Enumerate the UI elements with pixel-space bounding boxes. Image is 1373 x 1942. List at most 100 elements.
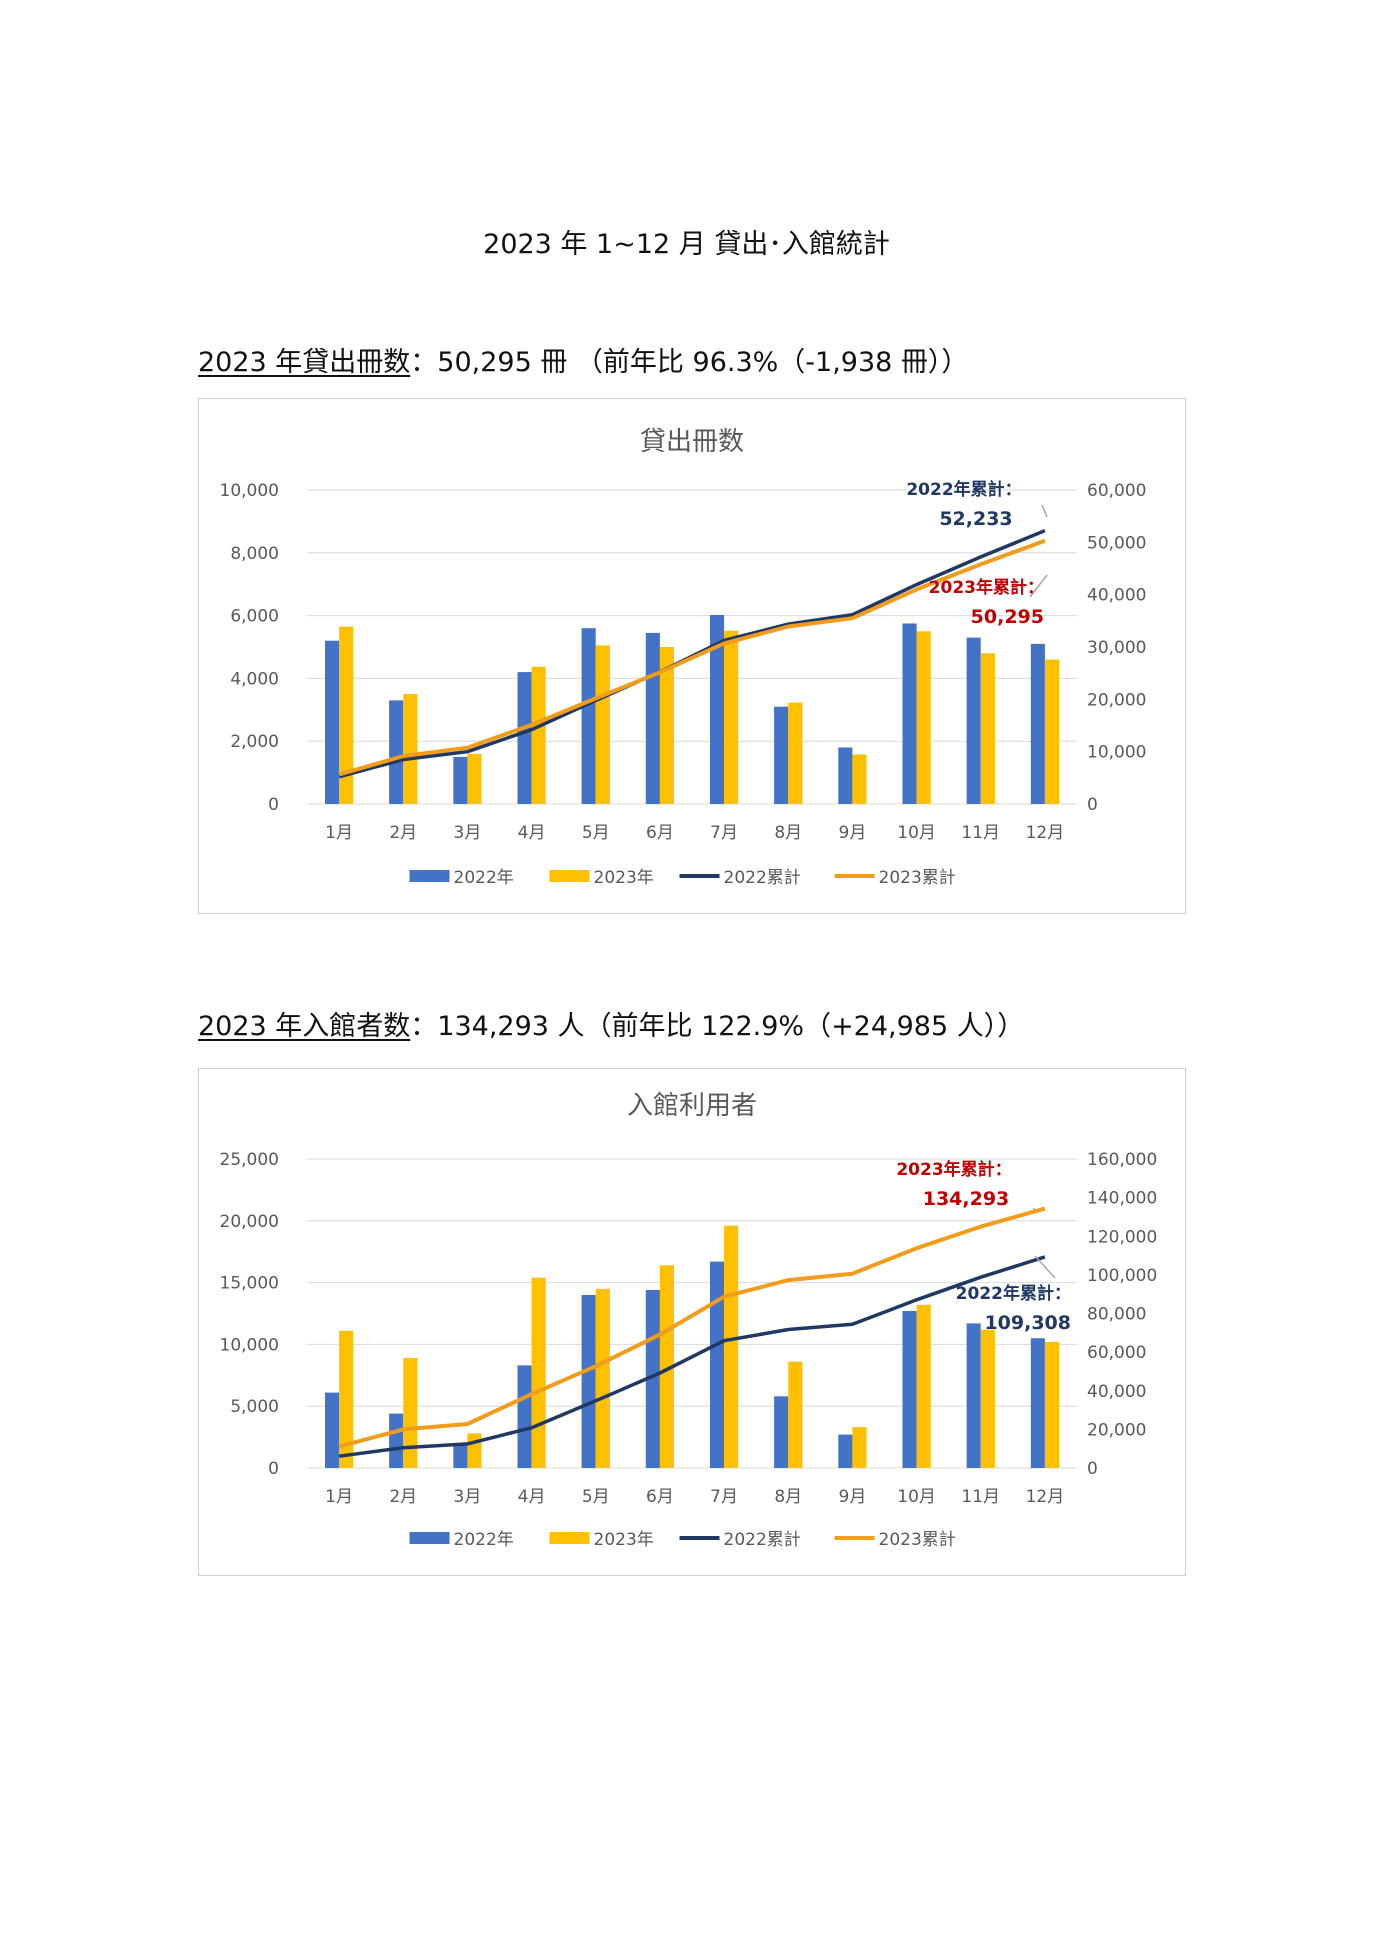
bar-2022年-1月: [325, 1392, 340, 1468]
x-tick: 8月: [774, 823, 802, 843]
x-tick: 9月: [839, 823, 867, 843]
legend-swatch-2022年: [409, 1532, 450, 1544]
bar-2022年-2月: [389, 1413, 404, 1468]
visitors-heading-summary: ：134,293 人（前年比 122.9%（+24,985 人））: [410, 1011, 1025, 1042]
bar-2023年-5月: [595, 645, 610, 804]
y-tick-left: 25,000: [220, 1150, 279, 1170]
bar-2023年-11月: [980, 1329, 995, 1468]
bar-2023年-10月: [916, 1304, 931, 1468]
y-tick-left: 8,000: [230, 544, 279, 564]
y-tick-left: 10,000: [220, 1335, 279, 1355]
line-2023累計: [338, 1206, 1046, 1449]
bar-2023年-9月: [852, 754, 867, 804]
bar-2023年-4月: [531, 666, 546, 804]
bar-2023年-11月: [980, 653, 995, 804]
y-tick-right: 50,000: [1087, 533, 1146, 553]
x-tick: 12月: [1026, 823, 1065, 843]
bar-2022年-6月: [645, 632, 660, 804]
annotation-value: 134,293: [923, 1188, 1010, 1210]
x-tick: 5月: [582, 1487, 610, 1507]
chart-title: 入館利用者: [627, 1091, 757, 1121]
x-tick: 1月: [325, 823, 353, 843]
annotation-label: 2023年累計：: [896, 1159, 1011, 1180]
x-tick: 8月: [774, 1487, 802, 1507]
bar-2022年-3月: [453, 1443, 468, 1468]
bar-2022年-5月: [581, 1295, 596, 1468]
bar-2022年-12月: [1030, 643, 1045, 804]
bar-2023年-4月: [531, 1277, 546, 1468]
bar-2022年-4月: [517, 672, 532, 804]
annotation-label: 2022年累計：: [956, 1283, 1071, 1304]
x-tick: 11月: [961, 1487, 1000, 1507]
bar-2023年-2月: [403, 1358, 418, 1468]
y-tick-left: 6,000: [230, 607, 279, 627]
x-tick: 6月: [646, 823, 674, 843]
bar-2023年-8月: [788, 1361, 803, 1468]
bar-2023年-7月: [724, 630, 739, 804]
bar-2022年-8月: [774, 706, 789, 804]
bar-2023年-5月: [595, 1288, 610, 1468]
bar-2022年-11月: [966, 1323, 981, 1468]
y-tick-right: 40,000: [1087, 1382, 1146, 1402]
y-tick-right: 120,000: [1087, 1227, 1157, 1247]
y-tick-left: 15,000: [220, 1274, 279, 1294]
legend-label: 2023年: [594, 1530, 654, 1550]
x-tick: 1月: [325, 1487, 353, 1507]
y-tick-right: 40,000: [1087, 586, 1146, 606]
y-tick-right: 20,000: [1087, 1420, 1146, 1440]
bar-2023年-1月: [339, 1330, 354, 1468]
bar-2022年-3月: [453, 756, 468, 804]
x-tick: 10月: [897, 823, 936, 843]
legend-label: 2023年: [594, 868, 654, 888]
bar-2022年-12月: [1030, 1338, 1045, 1468]
loans-heading: 2023 年貸出冊数：50,295 冊 （前年比 96.3%（-1,938 冊）…: [198, 340, 968, 379]
legend-swatch-2022年: [409, 870, 450, 882]
x-tick: 11月: [961, 823, 1000, 843]
bar-2023年-12月: [1044, 659, 1059, 804]
loans-chart-frame: 貸出冊数 0 2,000 4,000 6,000 8,000 10,000 0 10,000 20…: [198, 398, 1186, 914]
x-tick: 4月: [518, 1487, 546, 1507]
y-tick-left: 5,000: [230, 1397, 279, 1417]
bar-2022年-5月: [581, 628, 596, 804]
x-tick: 2月: [389, 823, 417, 843]
loans-chart: 貸出冊数 0 2,000 4,000 6,000 8,000 10,000 0 10,000 20…: [220, 427, 1147, 888]
page-title: 2023 年 1~12 月 貸出･入館統計: [483, 229, 890, 260]
annotation-leader: [1041, 504, 1048, 518]
bar-2023年-2月: [403, 694, 418, 804]
annotation-value: 50,295: [971, 606, 1044, 628]
bar-2023年-3月: [467, 1433, 482, 1468]
bar-2022年-1月: [325, 640, 340, 804]
legend-swatch-2023年: [549, 1532, 590, 1544]
legend-swatch-2023年: [549, 870, 590, 882]
bar-2022年-2月: [389, 700, 404, 804]
line-2022累計: [338, 528, 1046, 779]
y-tick-left: 4,000: [230, 669, 279, 689]
y-tick-right: 0: [1087, 1459, 1098, 1479]
x-tick: 12月: [1026, 1487, 1065, 1507]
annotation-leader: [1034, 1255, 1056, 1279]
legend-label: 2022年: [454, 868, 514, 888]
line-2022累計: [338, 1255, 1046, 1458]
annotation-value: 52,233: [939, 508, 1012, 530]
bar-2022年-4月: [517, 1365, 532, 1468]
y-tick-right: 80,000: [1087, 1305, 1146, 1325]
annotation-label: 2023年累計：: [929, 577, 1044, 598]
x-tick: 6月: [646, 1487, 674, 1507]
legend-label: 2022累計: [724, 868, 801, 888]
x-tick: 4月: [518, 823, 546, 843]
x-tick: 3月: [454, 1487, 482, 1507]
bar-2022年-7月: [710, 1261, 725, 1468]
annotation-leader: [1029, 574, 1048, 598]
loans-heading-summary: ：50,295 冊 （前年比 96.3%（-1,938 冊））: [410, 347, 969, 378]
bar-2022年-9月: [838, 1434, 853, 1468]
bar-2023年-1月: [339, 626, 354, 804]
legend-label: 2022累計: [724, 1530, 801, 1550]
bar-2022年-10月: [902, 1311, 917, 1468]
bar-2022年-7月: [710, 615, 725, 804]
y-tick-right: 140,000: [1087, 1189, 1157, 1209]
y-tick-right: 30,000: [1087, 638, 1146, 658]
y-tick-right: 0: [1087, 795, 1098, 815]
x-tick: 5月: [582, 823, 610, 843]
y-tick-right: 10,000: [1087, 743, 1146, 763]
y-tick-left: 0: [268, 1459, 279, 1479]
